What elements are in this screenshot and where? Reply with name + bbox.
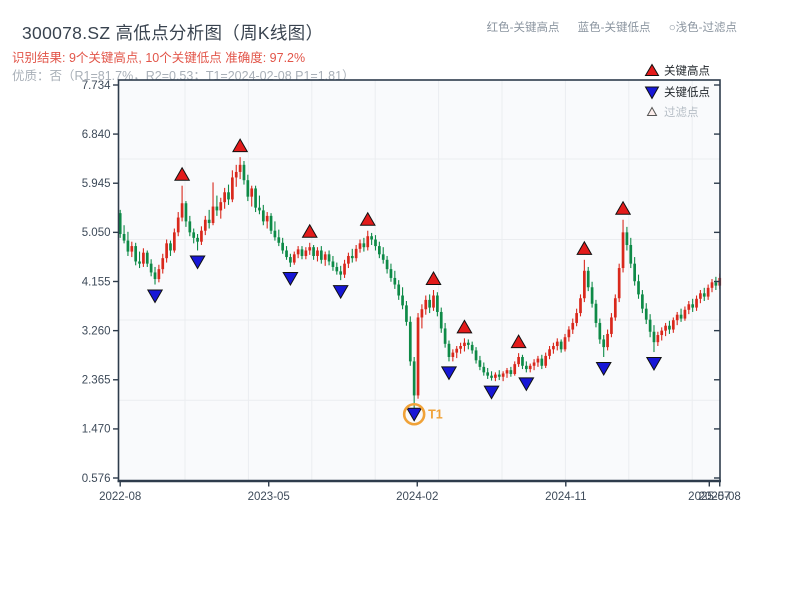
recognition-result-text: 识别结果: 9个关键高点, 10个关键低点 准确度: 97.2% <box>12 51 306 65</box>
key-low-marker <box>595 361 612 376</box>
key-high-marker <box>359 211 376 226</box>
key-high-marker <box>614 200 632 215</box>
plot-area <box>118 80 720 481</box>
key-low-marker <box>483 385 500 400</box>
legend-key-high-icon <box>644 63 660 76</box>
key-high-marker <box>576 240 593 255</box>
legend-key-low-icon <box>644 86 660 100</box>
legend-label: 关键高点 <box>664 64 710 78</box>
key-low-marker <box>406 407 423 422</box>
t1-label: T1 <box>428 408 443 422</box>
key-low-marker <box>282 271 299 286</box>
y-tick-label: 3.260 <box>82 325 111 337</box>
y-tick-label: 5.945 <box>82 178 111 190</box>
x-tick-label: 2025-08 <box>699 491 741 503</box>
hint-key-low: 蓝色-关键低点 <box>577 22 651 34</box>
hint-key-high: 红色-关键高点 <box>486 22 560 34</box>
x-tick-label: 2024-11 <box>545 491 586 503</box>
hint-filter: ○浅色-过滤点 <box>668 22 737 34</box>
x-tick-label: 2024-02 <box>396 491 438 503</box>
legend-label: 关键低点 <box>664 85 710 99</box>
axes <box>117 79 721 483</box>
t1-ring <box>402 402 426 426</box>
x-axis: 2022-08 2023-05 2024-02 2024-11 2025-072025-… <box>99 481 741 503</box>
y-tick-label: 1.470 <box>82 424 111 436</box>
y-tick-label: 7.734 <box>82 80 111 92</box>
key-low-marker <box>518 377 535 392</box>
key-low-markers <box>146 255 663 422</box>
t1-annotation: T1 <box>402 402 443 426</box>
page-title: 300078.SZ 高低点分析图（周K线图） <box>22 23 324 43</box>
y-axis: 7.734 6.840 5.945 5.050 4.155 3.260 2.365 1.470… <box>82 80 720 485</box>
key-high-marker <box>456 319 473 334</box>
y-tick-label: 5.050 <box>82 227 111 239</box>
legend-filter-icon <box>646 106 658 116</box>
x-tick-label: 2022-08 <box>99 491 141 503</box>
color-hint-bar: 红色-关键高点 蓝色-关键低点 ○浅色-过滤点 <box>487 19 737 35</box>
key-low-marker <box>645 357 663 372</box>
legend-label: 过滤点 <box>664 106 699 119</box>
y-tick-label: 4.155 <box>82 276 111 288</box>
key-high-markers <box>174 138 632 349</box>
candles <box>118 157 722 411</box>
key-high-marker <box>425 271 442 286</box>
key-low-marker <box>146 289 164 304</box>
x-tick-label: 2025-07 <box>688 491 730 503</box>
key-high-marker <box>174 166 191 181</box>
key-low-marker <box>332 285 349 300</box>
key-low-marker <box>189 255 206 270</box>
x-tick-label: 2023-05 <box>248 491 290 503</box>
key-low-marker <box>440 366 458 381</box>
key-high-marker <box>232 138 249 153</box>
y-tick-label: 0.576 <box>82 473 111 485</box>
key-high-marker <box>510 334 527 349</box>
y-tick-label: 6.840 <box>82 129 111 141</box>
y-tick-label: 2.365 <box>82 375 111 387</box>
key-high-marker <box>301 223 318 238</box>
